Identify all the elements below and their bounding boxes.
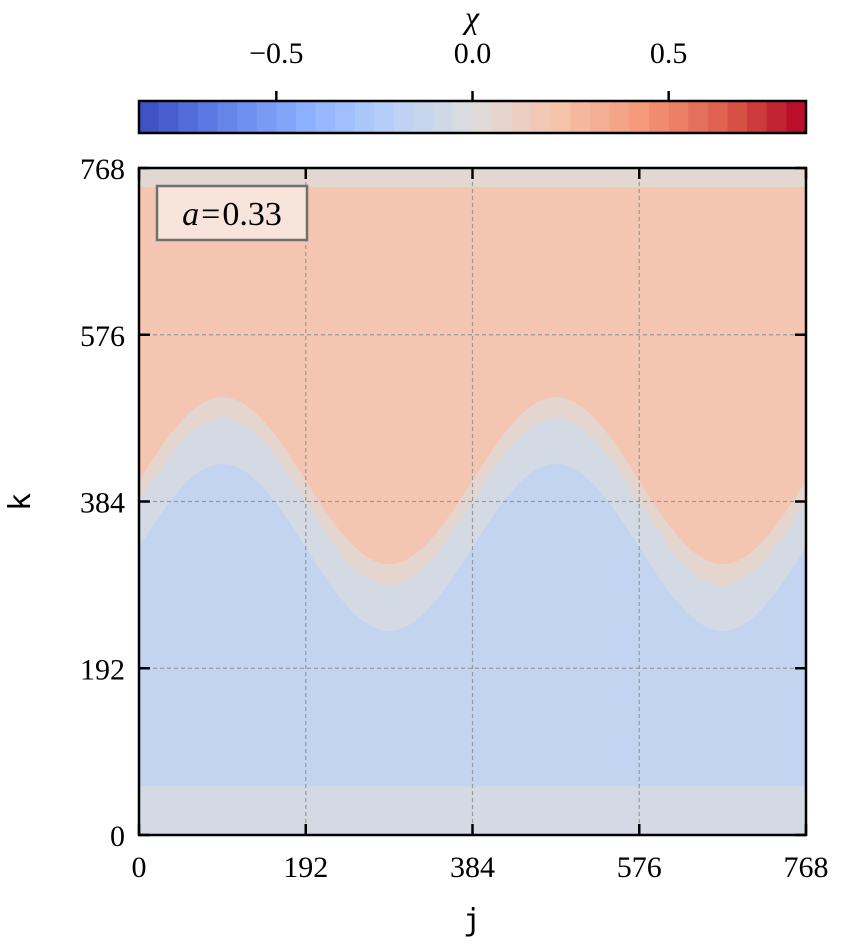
- grid-lines: [139, 168, 806, 835]
- colorbar-segment: [413, 101, 434, 133]
- y-tick-label: 576: [80, 320, 125, 353]
- colorbar-segment: [354, 101, 376, 133]
- colorbar-segment: [531, 101, 552, 133]
- y-axis-label: k: [3, 493, 38, 511]
- parameter-annotation: a=0.33: [155, 184, 309, 242]
- x-tick-label: 576: [617, 851, 662, 884]
- colorbar-segment: [315, 101, 336, 133]
- annotation-eq: =: [201, 196, 220, 233]
- colorbar-segment: [276, 101, 297, 133]
- axis-ticks: 0 192 384 576 768 0 192 384 576 768: [80, 153, 829, 884]
- y-tick-label: 0: [110, 820, 125, 853]
- colorbar-segment: [394, 101, 415, 133]
- colorbar-segment: [256, 101, 277, 133]
- colorbar-tick-label: 0.0: [454, 37, 492, 70]
- y-tick-label: 192: [80, 653, 125, 686]
- x-tick-label: 0: [132, 851, 147, 884]
- colorbar-segment: [766, 101, 787, 133]
- colorbar-segment: [688, 101, 709, 133]
- colorbar-ticks: −0.5 0.0 0.5: [249, 37, 687, 101]
- colorbar-segment: [707, 101, 729, 133]
- colorbar-segment: [237, 101, 258, 133]
- colorbar-segment: [452, 101, 474, 133]
- x-tick-label: 192: [283, 851, 328, 884]
- y-tick-label: 384: [80, 487, 125, 520]
- annotation-var: a: [182, 196, 199, 233]
- colorbar-segments: [139, 101, 807, 133]
- colorbar-segment: [747, 101, 768, 133]
- colorbar-segment: [197, 101, 219, 133]
- colorbar-segment: [295, 101, 317, 133]
- annotation-value: 0.33: [222, 196, 282, 233]
- colorbar-segment: [335, 101, 356, 133]
- x-axis-label: j: [463, 903, 481, 938]
- colorbar-segment: [550, 101, 572, 133]
- colorbar-segment: [727, 101, 748, 133]
- colorbar-segment: [472, 101, 493, 133]
- x-tick-label: 384: [450, 851, 495, 884]
- colorbar-label: χ: [462, 0, 480, 35]
- colorbar-segment: [511, 101, 532, 133]
- y-tick-label: 768: [80, 153, 125, 186]
- colorbar-segment: [374, 101, 395, 133]
- colorbar-segment: [158, 101, 179, 133]
- annotation-text: a=0.33: [182, 196, 282, 233]
- colorbar-tick-label: −0.5: [249, 37, 303, 70]
- annotation-box: [155, 184, 309, 242]
- colorbar-segment: [609, 101, 631, 133]
- colorbar-segment: [590, 101, 611, 133]
- colorbar-segment: [139, 101, 160, 133]
- colorbar: −0.5 0.0 0.5 χ: [137, 0, 808, 135]
- colorbar-segment: [492, 101, 513, 133]
- colorbar-segment: [649, 101, 670, 133]
- colorbar-segment: [433, 101, 454, 133]
- x-tick-label: 768: [784, 851, 829, 884]
- colorbar-segment: [629, 101, 650, 133]
- colorbar-tick-label: 0.5: [650, 37, 688, 70]
- colorbar-segment: [178, 101, 199, 133]
- colorbar-segment: [217, 101, 238, 133]
- colorbar-segment: [570, 101, 591, 133]
- colorbar-segment: [668, 101, 689, 133]
- colorbar-segment: [786, 101, 807, 133]
